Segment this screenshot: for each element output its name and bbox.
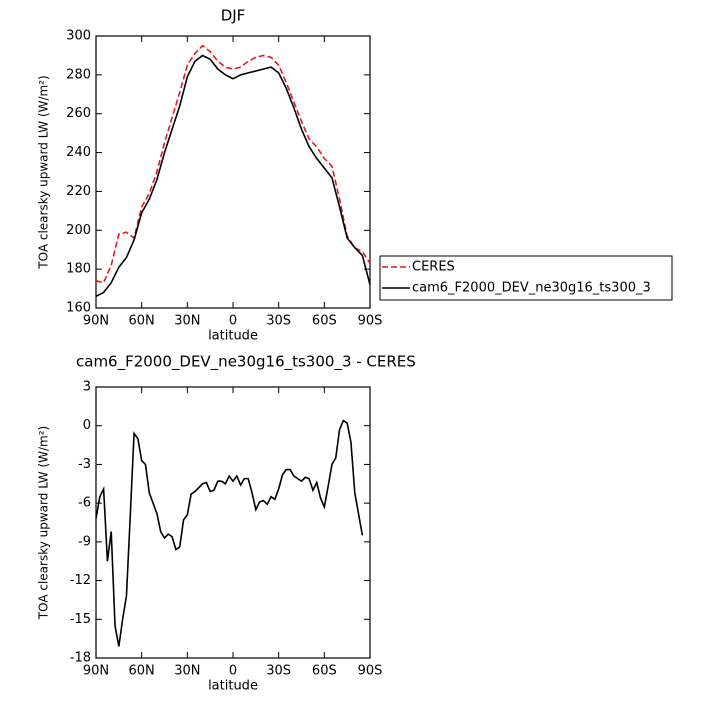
x-tick-label: 30S [266,664,291,679]
x-tick-label: 30N [174,314,200,329]
y-tick-label: 240 [66,145,91,160]
x-tick-label: 60N [129,664,155,679]
x-axis-label: latitude [208,329,258,344]
y-tick-label: 160 [66,301,91,316]
y-tick-label: 180 [66,262,91,277]
x-tick-label: 90S [358,314,383,329]
plot-frame [95,35,371,309]
x-tick-label: 30N [174,664,200,679]
y-tick-label: -3 [78,457,91,472]
y-axis-label: TOA clearsky upward LW (W/m²) [37,426,51,620]
y-tick-label: -6 [78,496,91,511]
x-tick-label: 0 [229,664,237,679]
x-tick-label: 60S [312,664,337,679]
series-line [95,419,364,647]
y-tick-label: 280 [66,67,91,82]
y-tick-label: -9 [78,534,91,549]
y-tick-label: 0 [83,418,91,433]
chart-title: DJF [221,7,246,25]
x-tick-label: 90N [83,664,109,679]
chart-title: cam6_F2000_DEV_ne30g16_ts300_3 - CERES [76,353,416,372]
y-axis-label: TOA clearsky upward LW (W/m²) [37,75,51,269]
series-line [95,44,371,284]
y-tick-label: 300 [66,29,91,44]
x-tick-label: 0 [229,314,237,329]
y-tick-label: -12 [70,573,91,588]
y-tick-label: -15 [70,612,91,627]
y-tick-label: 220 [66,184,91,199]
legend-box [379,255,673,301]
x-tick-label: 90N [83,314,109,329]
y-tick-label: 260 [66,106,91,121]
y-tick-label: 3 [83,380,91,395]
plot-frame [95,386,371,659]
legend-label: CERES [412,260,455,275]
x-tick-label: 60N [129,314,155,329]
x-axis-label: latitude [208,679,258,694]
y-tick-label: -18 [70,651,91,666]
x-tick-label: 30S [266,314,291,329]
x-tick-label: 90S [358,664,383,679]
x-tick-label: 60S [312,314,337,329]
series-line [95,54,371,298]
y-tick-label: 200 [66,223,91,238]
legend-label: cam6_F2000_DEV_ne30g16_ts300_3 [412,281,651,296]
